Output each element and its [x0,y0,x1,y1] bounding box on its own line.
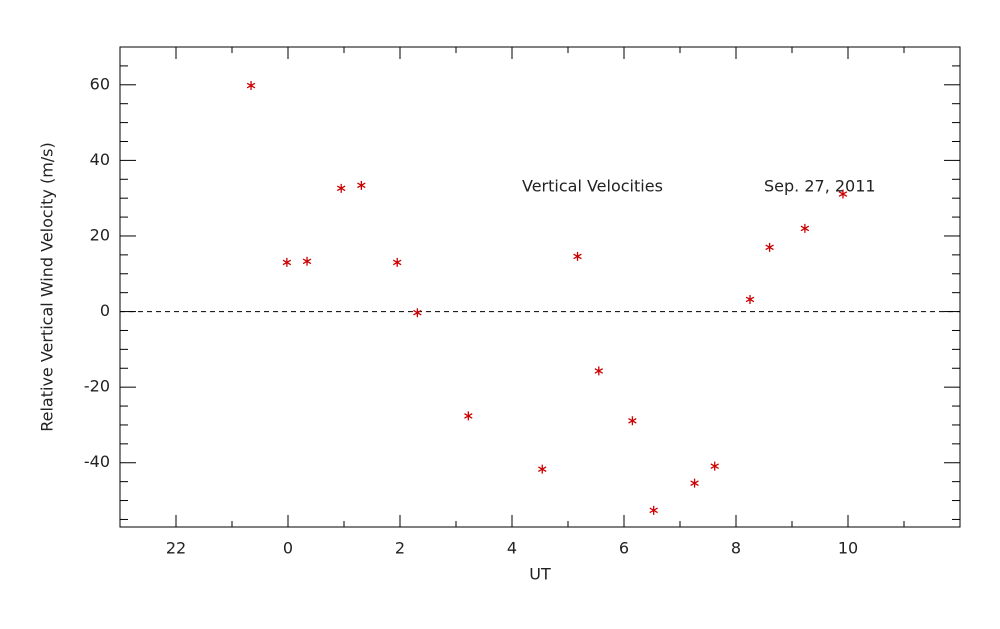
data-point [690,478,699,488]
data-point [838,189,848,199]
y-tick-label: -20 [84,377,110,396]
data-point [538,464,547,474]
data-point [800,223,810,233]
x-tick-label: 2 [395,539,405,558]
data-point [246,81,256,91]
data-point [357,180,366,190]
annotation: Sep. 27, 2011 [764,177,876,196]
y-axis-label: Relative Vertical Wind Velocity (m/s) [38,142,57,432]
data-point [282,257,292,267]
x-tick-label: 8 [731,539,741,558]
x-tick-label: 6 [619,539,629,558]
annotation: Vertical Velocities [522,177,663,196]
y-tick-label: 60 [90,74,110,93]
y-tick-label: 0 [100,301,110,320]
data-point [302,256,312,266]
data-point [413,308,422,318]
data-point [573,251,582,261]
x-tick-label: 4 [507,539,517,558]
data-point [710,461,719,471]
data-point [628,416,637,426]
y-tick-label: 40 [90,150,110,169]
x-tick-label: 0 [283,539,293,558]
data-point [745,294,755,304]
data-point [649,505,658,515]
data-point [392,257,402,267]
data-point [336,183,346,193]
data-point [594,366,604,376]
x-tick-label: 10 [838,539,858,558]
x-tick-label: 22 [166,539,186,558]
plot-frame [119,46,961,528]
y-tick-label: -40 [84,452,110,471]
x-axis-label: UT [529,565,551,584]
data-point [464,411,473,421]
y-tick-label: 20 [90,225,110,244]
data-point [765,242,774,252]
